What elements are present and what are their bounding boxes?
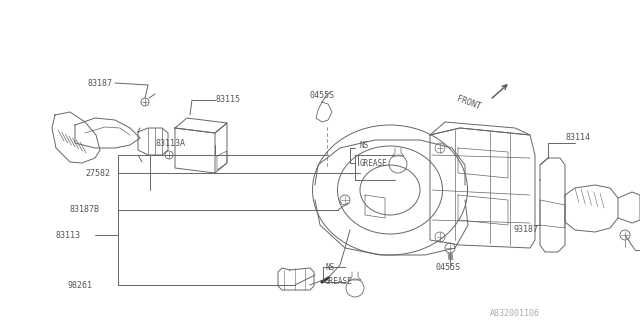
Text: 83115: 83115 (215, 95, 240, 105)
Text: 83187B: 83187B (70, 205, 100, 214)
Text: NS: NS (325, 262, 334, 271)
Text: GREASE: GREASE (325, 277, 353, 286)
Text: 27582: 27582 (85, 169, 110, 178)
Text: 98261: 98261 (68, 281, 93, 290)
Text: 83187: 83187 (88, 78, 113, 87)
Text: GREASE: GREASE (360, 158, 388, 167)
Text: A832001106: A832001106 (490, 308, 540, 317)
Text: 83114: 83114 (565, 133, 590, 142)
Text: FRONT: FRONT (455, 94, 481, 111)
Text: 83113A: 83113A (155, 139, 185, 148)
Text: 0455S: 0455S (310, 91, 335, 100)
Text: NS: NS (360, 140, 369, 149)
Text: 83113: 83113 (55, 230, 80, 239)
Text: 93187: 93187 (513, 226, 538, 235)
Text: 0455S: 0455S (435, 263, 460, 273)
